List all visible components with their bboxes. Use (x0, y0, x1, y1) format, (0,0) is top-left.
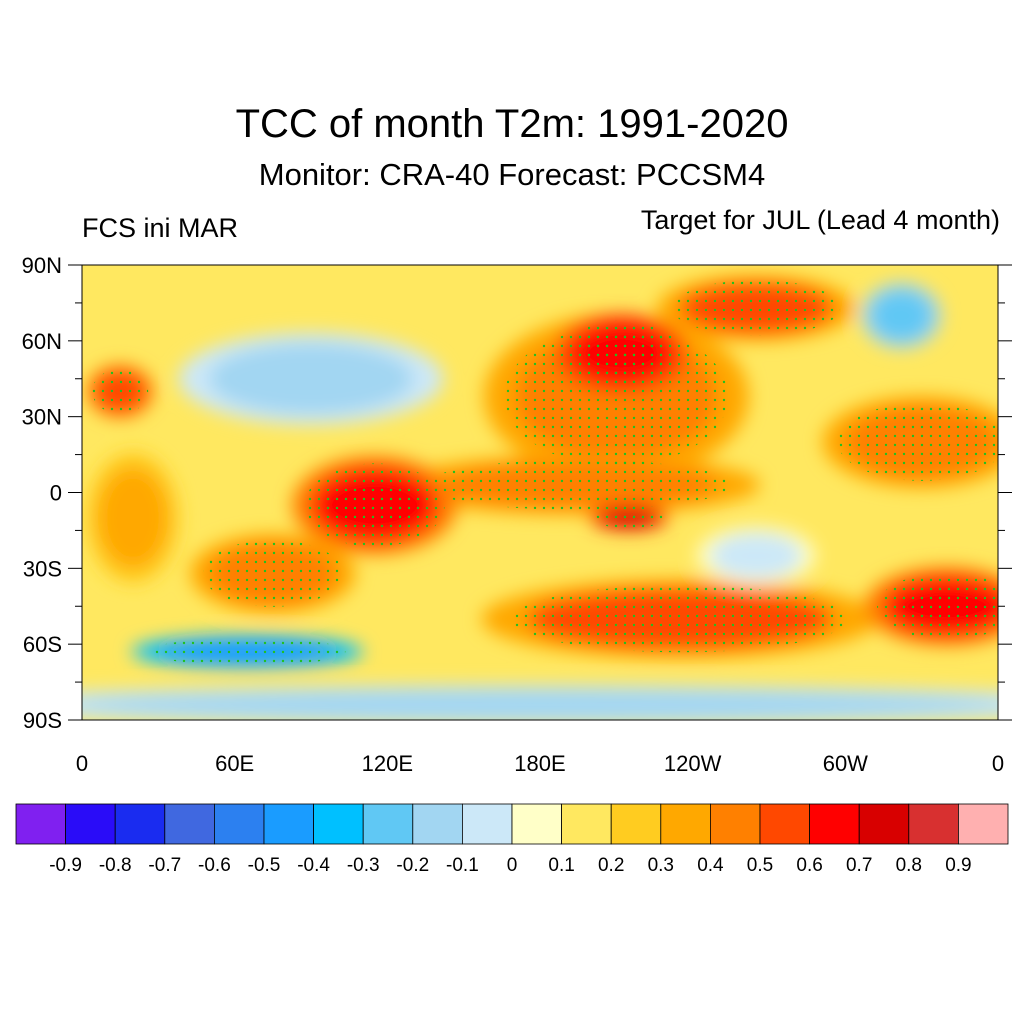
colorbar-box (213, 803, 265, 845)
lon-tick-label: 120W (664, 751, 722, 776)
colorbar-label: 0.1 (548, 855, 574, 876)
colorbar-box (710, 803, 761, 845)
significance-stipple-alaska-bering (565, 320, 678, 387)
significance-stipple-tropical-pacific-band (424, 459, 733, 510)
chart-title: TCC of month T2m: 1991-2020 (235, 102, 789, 146)
colorbar-label: 0.9 (945, 855, 971, 876)
colorbar-box (809, 803, 860, 845)
colorbar-box (114, 803, 166, 845)
colorbar-box (164, 803, 215, 845)
colorbar-label: -0.8 (99, 855, 132, 876)
lat-tick-label: 30S (23, 556, 62, 581)
colorbar-box (263, 803, 314, 845)
significance-stipple-maritime-continent (304, 463, 445, 547)
colorbar-box (610, 803, 662, 845)
lon-tick-label: 0 (76, 751, 88, 776)
significance-stipple-europe-mediterranean (92, 369, 149, 414)
significance-stipple-east-pacific-core (595, 506, 663, 529)
colorbar-label: -0.4 (297, 855, 330, 876)
colorbar-label: 0.4 (697, 855, 724, 876)
region-africa (97, 467, 169, 569)
init-label: FCS ini MAR (82, 213, 239, 243)
lat-tick-label: 60S (23, 632, 62, 657)
lat-tick-label: 60N (22, 329, 62, 354)
colorbar-label: 0.7 (846, 855, 872, 876)
lat-tick-label: 30N (22, 405, 62, 430)
significance-stipple-south-indian-ocean (202, 540, 343, 607)
lon-tick-label: 0 (992, 751, 1004, 776)
significance-stipple-south-atlantic (877, 572, 998, 640)
colorbar-label: 0.5 (747, 855, 773, 876)
colorbar-label: -0.3 (347, 855, 380, 876)
colorbar-label: 0.3 (648, 855, 674, 876)
lat-tick-label: 90N (22, 253, 62, 278)
colorbar-label: -0.1 (446, 855, 479, 876)
colorbar-box (412, 803, 463, 845)
colorbar-box (660, 803, 711, 845)
colorbar-box (858, 803, 910, 845)
colorbar-label: 0.6 (796, 855, 822, 876)
region-greenland (870, 290, 932, 341)
colorbar-box (461, 803, 513, 845)
colorbar-box (15, 803, 66, 845)
region-asia-interior (209, 343, 413, 415)
colorbar-box (561, 803, 612, 845)
colorbar-box (65, 803, 116, 845)
region-antarctic-interior (82, 689, 998, 720)
colorbar-label: -0.7 (148, 855, 181, 876)
lat-tick-label: 0 (50, 481, 62, 506)
colorbar-label: 0.8 (896, 855, 922, 876)
colorbar-label: -0.6 (198, 855, 231, 876)
significance-stipple-north-atlantic (837, 403, 998, 481)
lat-tick-label: 90S (23, 708, 62, 733)
significance-stipple-southern-ocean-pacific (512, 585, 848, 653)
colorbar-label: -0.5 (248, 855, 281, 876)
lon-tick-label: 60W (823, 751, 868, 776)
colorbar-box (313, 803, 364, 845)
region-southeast-pacific (710, 532, 803, 579)
colorbar-box (362, 803, 414, 845)
lon-tick-label: 120E (362, 751, 413, 776)
colorbar-box (759, 803, 810, 845)
colorbar-label: 0 (507, 855, 518, 876)
chart-subtitle: Monitor: CRA-40 Forecast: PCCSM4 (258, 157, 766, 192)
significance-stipple-arctic-canada (672, 280, 841, 336)
colorbar-label: -0.2 (396, 855, 429, 876)
colorbar-box (958, 803, 1009, 845)
colorbar-box (511, 803, 562, 845)
lon-tick-label: 180E (514, 751, 565, 776)
target-label: Target for JUL (Lead 4 month) (640, 205, 1000, 235)
colorbar-label: -0.9 (49, 855, 82, 876)
colorbar-box (908, 803, 959, 845)
colorbar-label: 0.2 (598, 855, 624, 876)
significance-stipple-antarctic-coast-indian (149, 637, 346, 666)
lon-tick-label: 60E (215, 751, 254, 776)
